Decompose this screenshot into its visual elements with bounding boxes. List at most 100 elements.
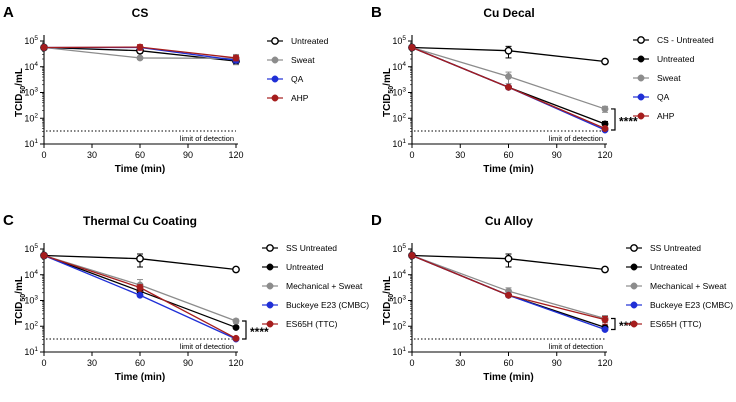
legend-label: CS - Untreated bbox=[657, 35, 714, 45]
legend-label: Sweat bbox=[657, 73, 681, 83]
legend-marker bbox=[637, 55, 645, 63]
data-point bbox=[505, 73, 512, 80]
panel-d: D Cu Alloy 101 102 103 104 105 0 30 60 90 120 Time (… bbox=[371, 212, 733, 383]
x-tick-label: 0 bbox=[41, 150, 46, 160]
legend: SS Untreated Untreated Mechanical + Sweat B… bbox=[626, 243, 733, 329]
legend-label: QA bbox=[657, 92, 670, 102]
x-tick-label: 30 bbox=[455, 358, 465, 368]
panel-letter: B bbox=[371, 4, 382, 21]
legend-marker bbox=[266, 320, 274, 328]
legend-marker bbox=[266, 263, 274, 271]
legend-item: Untreated bbox=[626, 262, 688, 272]
legend-item: CS - Untreated bbox=[633, 35, 714, 45]
data-point bbox=[601, 57, 609, 66]
data-point bbox=[408, 252, 416, 259]
legend: CS - Untreated Untreated Sweat QA AHP bbox=[633, 35, 714, 121]
y-tick-label: 101 bbox=[24, 138, 38, 149]
data-point bbox=[232, 265, 240, 274]
legend-marker bbox=[271, 94, 279, 102]
legend-marker bbox=[630, 301, 638, 309]
legend-marker bbox=[271, 37, 279, 45]
legend-item: SS Untreated bbox=[626, 243, 701, 253]
x-tick-label: 0 bbox=[409, 358, 414, 368]
legend-label: Mechanical + Sweat bbox=[286, 281, 363, 291]
y-axis-title: TCID50/mL bbox=[14, 276, 27, 325]
legend-item: Untreated bbox=[267, 36, 329, 46]
x-tick-label: 120 bbox=[597, 150, 612, 160]
legend-label: Buckeye E23 (CMBC) bbox=[650, 300, 733, 310]
x-tick-label: 120 bbox=[228, 358, 243, 368]
legend-item: Sweat bbox=[633, 73, 681, 83]
y-tick-label: 103 bbox=[24, 87, 38, 98]
data-point bbox=[505, 291, 512, 299]
x-tick-label: 90 bbox=[183, 358, 193, 368]
y-tick-label: 103 bbox=[24, 295, 38, 306]
x-tick-label: 120 bbox=[228, 150, 243, 160]
legend: Untreated Sweat QA AHP bbox=[267, 36, 329, 103]
panel-title: Cu Alloy bbox=[485, 214, 534, 228]
x-tick-label: 0 bbox=[409, 150, 414, 160]
data-point bbox=[504, 46, 513, 55]
legend-marker bbox=[637, 112, 645, 120]
significance-bracket bbox=[611, 317, 616, 331]
legend-marker bbox=[630, 320, 638, 328]
panel-title: Cu Decal bbox=[483, 6, 534, 20]
y-tick-label: 103 bbox=[392, 87, 406, 98]
y-tick-label: 105 bbox=[392, 243, 406, 254]
legend-label: Buckeye E23 (CMBC) bbox=[286, 300, 369, 310]
data-point bbox=[40, 252, 48, 259]
legend-marker bbox=[266, 244, 274, 252]
y-axis-title: TCID50/mL bbox=[382, 276, 395, 325]
data-point bbox=[136, 254, 144, 263]
y-tick-label: 101 bbox=[392, 346, 406, 357]
x-tick-label: 60 bbox=[503, 150, 513, 160]
significance-stars: **** bbox=[619, 114, 638, 128]
legend-label: SS Untreated bbox=[650, 243, 701, 253]
legend-item: AHP bbox=[267, 93, 309, 103]
panel-b: B Cu Decal 101 102 103 104 105 0 30 60 90 120 Time (… bbox=[371, 4, 714, 175]
legend-label: ES65H (TTC) bbox=[286, 319, 338, 329]
series-cs-untreated bbox=[408, 43, 609, 66]
y-tick-label: 105 bbox=[24, 35, 38, 46]
data-point bbox=[601, 316, 609, 324]
legend-item: Buckeye E23 (CMBC) bbox=[626, 300, 733, 310]
significance-stars: **** bbox=[250, 325, 269, 339]
data-point bbox=[232, 323, 240, 331]
data-point bbox=[408, 44, 416, 51]
x-tick-label: 0 bbox=[41, 358, 46, 368]
legend-marker bbox=[630, 282, 638, 290]
x-axis-title: Time (min) bbox=[483, 372, 533, 383]
legend-marker bbox=[630, 244, 638, 252]
legend-item: Untreated bbox=[262, 262, 324, 272]
legend-marker bbox=[271, 75, 279, 83]
panel-title: Thermal Cu Coating bbox=[83, 214, 197, 228]
y-axis-title: TCID50/mL bbox=[382, 68, 395, 117]
legend-item: Mechanical + Sweat bbox=[626, 281, 727, 291]
legend-item: ES65H (TTC) bbox=[626, 319, 702, 329]
series-ss-untreated bbox=[40, 251, 240, 274]
y-tick-label: 105 bbox=[392, 35, 406, 46]
data-point bbox=[601, 326, 609, 333]
data-point bbox=[601, 125, 609, 132]
series-ahp bbox=[40, 43, 240, 62]
significance-bracket bbox=[242, 320, 247, 340]
y-tick-label: 104 bbox=[24, 269, 38, 280]
y-tick-label: 101 bbox=[24, 346, 38, 357]
x-axis-title: Time (min) bbox=[115, 372, 165, 383]
data-point bbox=[136, 54, 144, 62]
y-axis-title: TCID50/mL bbox=[14, 68, 27, 117]
legend-item: Untreated bbox=[633, 54, 695, 64]
y-tick-label: 102 bbox=[392, 320, 406, 331]
series-ss-untreated bbox=[408, 251, 609, 274]
legend-marker bbox=[266, 282, 274, 290]
y-tick-label: 102 bbox=[24, 320, 38, 331]
y-tick-label: 105 bbox=[24, 243, 38, 254]
data-point bbox=[136, 284, 144, 291]
legend-label: ES65H (TTC) bbox=[650, 319, 702, 329]
y-tick-label: 102 bbox=[24, 112, 38, 123]
data-point bbox=[136, 291, 144, 299]
x-tick-label: 60 bbox=[135, 150, 145, 160]
y-tick-label: 101 bbox=[392, 138, 406, 149]
data-point bbox=[232, 334, 240, 342]
legend-label: AHP bbox=[657, 111, 675, 121]
